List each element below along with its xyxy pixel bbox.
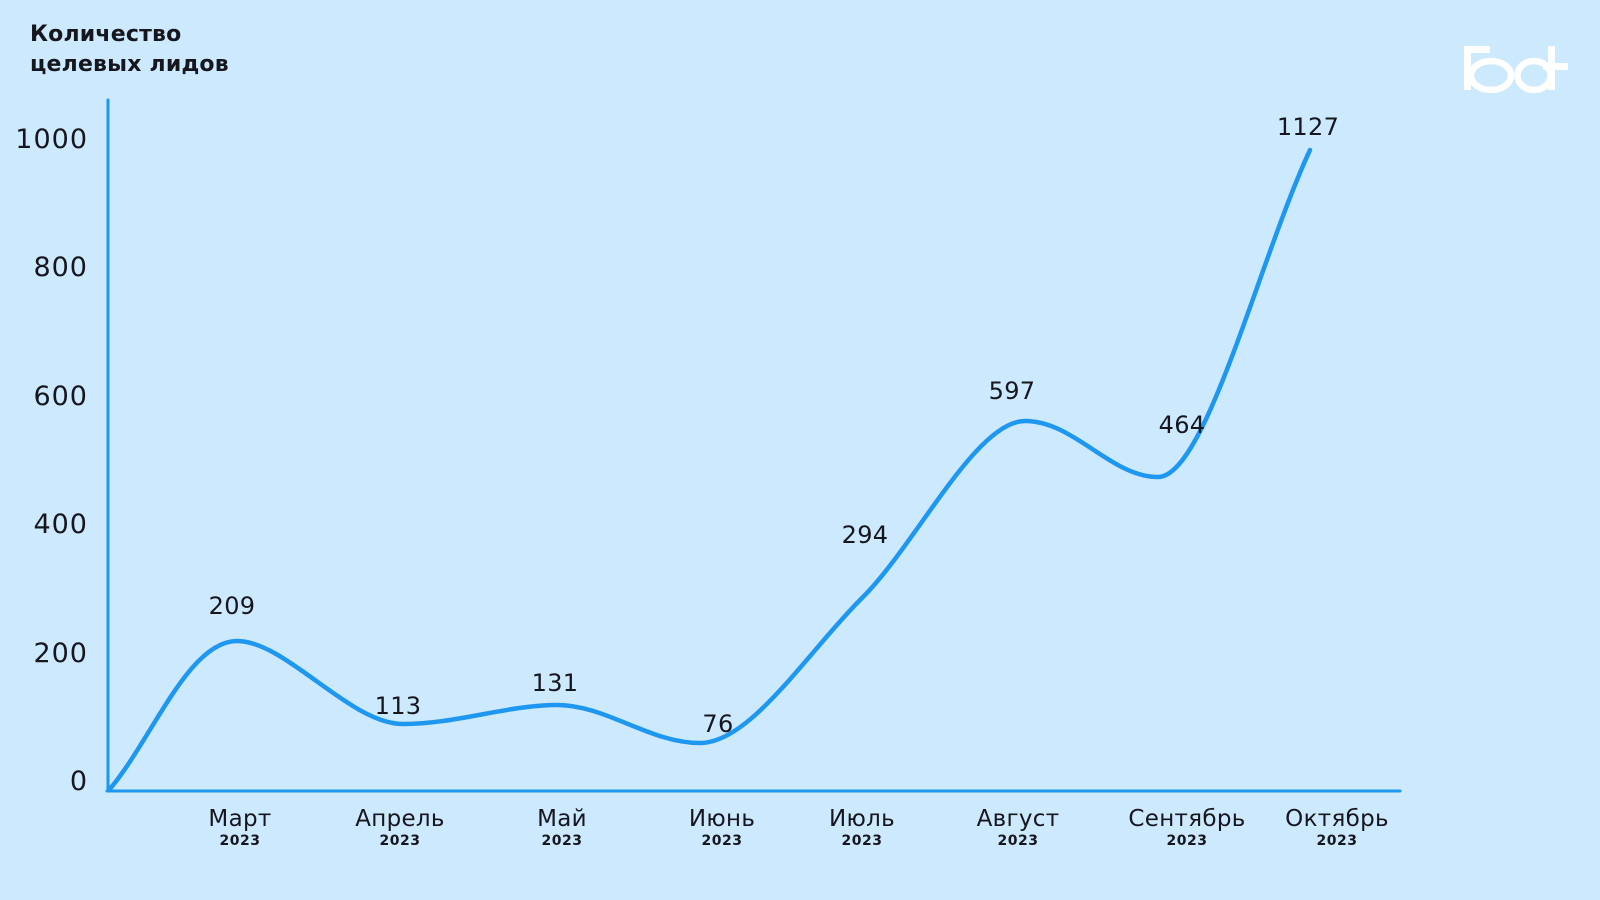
brand-logo-icon <box>1464 46 1568 94</box>
chart-title-line2: целевых лидов <box>30 52 229 77</box>
chart-title-line1: Количество <box>30 22 182 47</box>
chart-title: Количество целевых лидов <box>30 20 229 80</box>
axes <box>105 98 1402 793</box>
brand-logo <box>1464 45 1568 97</box>
leads-trend-line <box>106 147 1313 793</box>
